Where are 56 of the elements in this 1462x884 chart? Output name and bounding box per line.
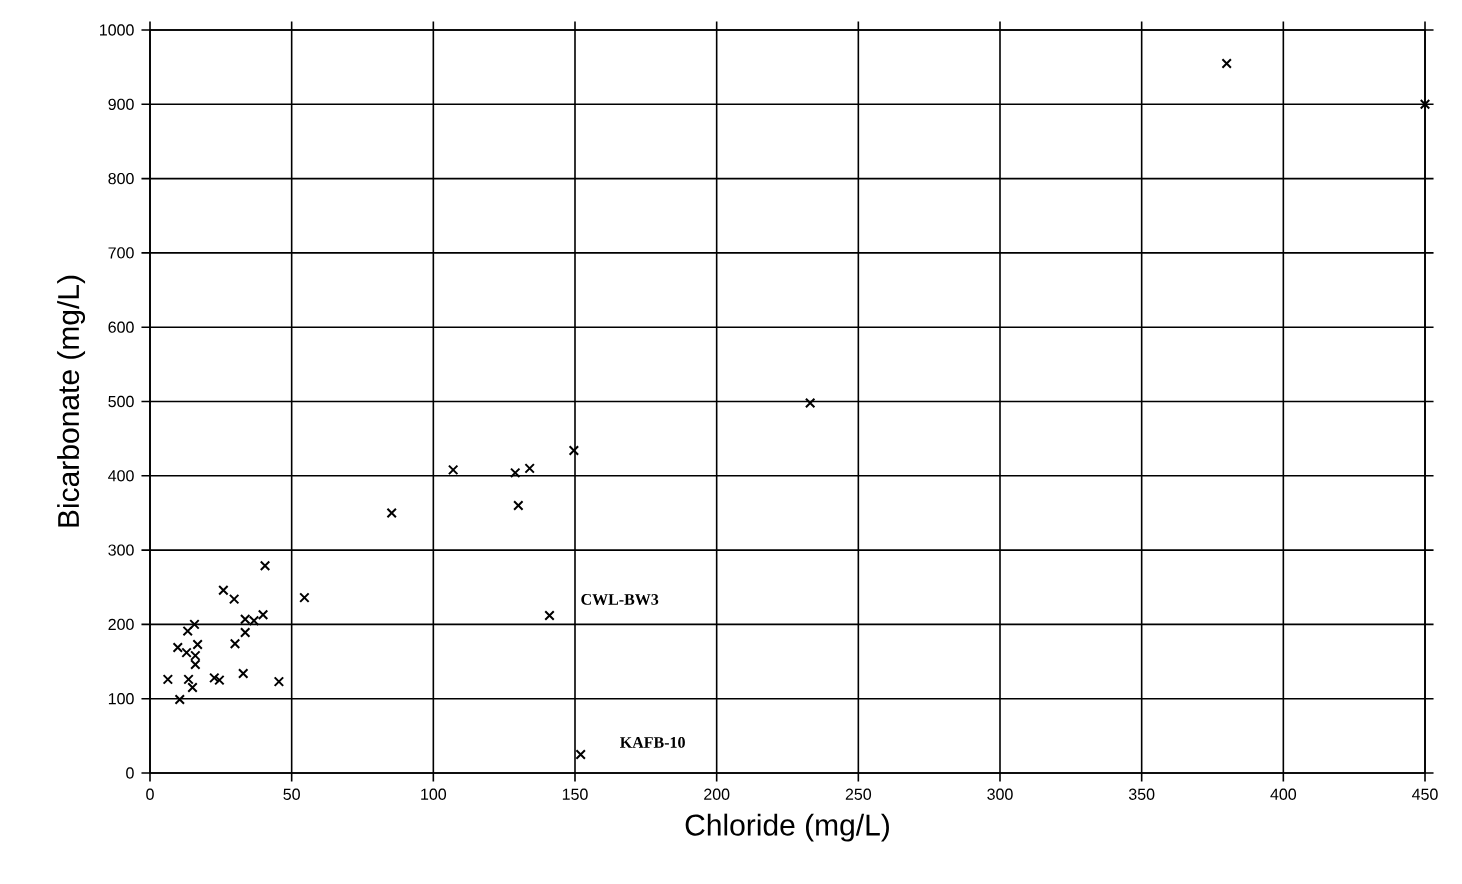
point [182,625,193,637]
x-tick-label: 100 [421,788,447,800]
y-tick-label: 600 [108,321,134,333]
point [192,639,203,650]
point [575,749,586,760]
point [190,659,201,670]
y-tick-label: 200 [108,618,134,631]
point [183,674,194,685]
x-tick-label: 50 [283,788,300,800]
x-tick-label: 350 [1128,788,1155,800]
x-tick-label: 450 [1412,788,1438,800]
point [214,674,225,686]
y-axis-title: Bicarbonate (mg/L) [57,275,86,527]
point [187,682,198,693]
point [524,463,535,474]
point [1221,58,1232,69]
point [509,467,521,479]
x-tick-label: 400 [1270,788,1297,800]
annotation: CWL-BW3 [581,594,659,605]
x-tick-label: 150 [562,788,588,800]
annotation: KAFB-10 [620,737,685,748]
y-tick-label: 400 [108,470,134,482]
x-tick-label: 0 [146,788,154,800]
point [162,674,174,685]
point [172,642,184,653]
x-axis-title: Chloride (mg/L) [685,813,889,842]
point [257,609,269,620]
point [228,593,240,605]
point [239,627,251,638]
point [804,397,816,409]
y-tick-label: 0 [126,767,134,779]
point [386,507,397,519]
y-tick-label: 900 [108,98,134,110]
point [544,610,555,621]
point [237,668,249,679]
point [273,676,285,687]
point [209,672,220,684]
point [189,619,200,630]
point [568,445,580,456]
y-tick-label: 1000 [100,24,134,36]
x-tick-label: 300 [987,788,1013,800]
point [259,560,271,571]
y-tick-label: 300 [108,544,134,556]
point [229,638,241,649]
y-tick-label: 800 [108,172,134,185]
point [513,500,524,511]
point [218,584,229,596]
y-tick-label: 500 [108,395,134,408]
y-tick-label: 100 [108,693,134,705]
y-tick-label: 700 [108,247,134,259]
x-tick-label: 200 [704,788,730,800]
x-tick-label: 250 [845,788,872,800]
point [1419,99,1431,110]
point [299,592,310,603]
point [447,464,459,476]
point [174,694,185,705]
